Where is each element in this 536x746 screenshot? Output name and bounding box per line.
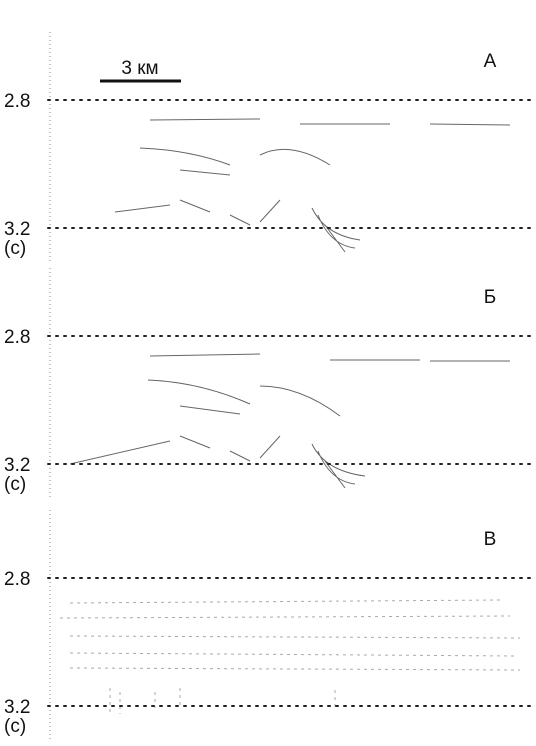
panel-label: А xyxy=(484,51,497,72)
unit-label: (с) xyxy=(4,474,26,495)
tick-label: 3.2 xyxy=(4,455,30,476)
scale-bar-label: 3 км xyxy=(121,58,158,79)
figure: 3 км А2.83.2(с)Б2.83.2(с)В2.83.2(с) xyxy=(0,0,536,746)
panel-label: В xyxy=(484,529,497,550)
unit-label: (с) xyxy=(4,716,26,737)
reflections xyxy=(70,354,510,488)
reflections xyxy=(115,119,510,252)
tick-label: 3.2 xyxy=(4,219,30,240)
panel-label: Б xyxy=(484,287,496,308)
tick-label: 2.8 xyxy=(4,569,30,590)
tick-label: 3.2 xyxy=(4,697,30,718)
noise xyxy=(60,600,520,714)
tick-label: 2.8 xyxy=(4,327,30,348)
unit-label: (с) xyxy=(4,238,26,259)
tick-label: 2.8 xyxy=(4,91,30,112)
